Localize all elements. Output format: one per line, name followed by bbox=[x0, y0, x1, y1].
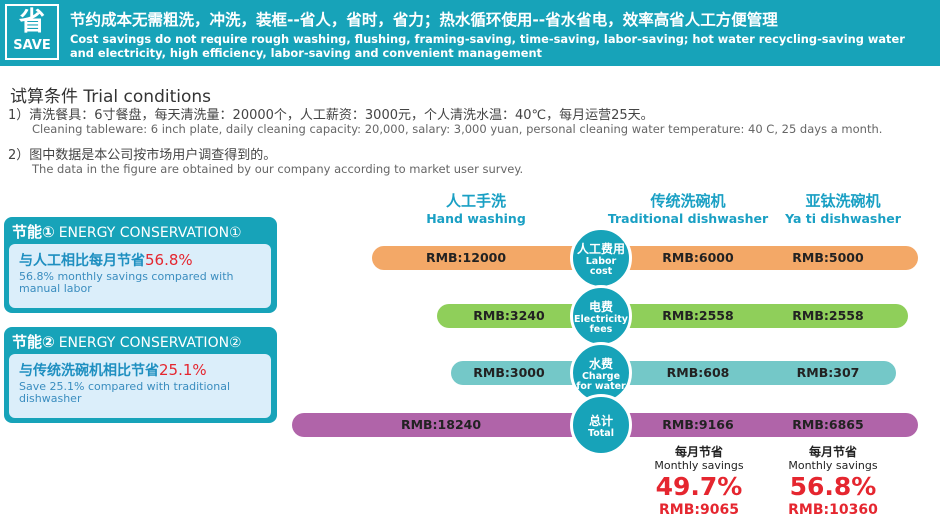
row-label-circle: 电费 Electricity fees bbox=[570, 285, 632, 347]
savings-en: Monthly savings bbox=[788, 459, 878, 472]
savings-en: Monthly savings bbox=[654, 459, 744, 472]
panel-desc: 56.8% monthly savings compared with manu… bbox=[19, 270, 234, 295]
monthly-savings: 每月节省 Monthly savings 56.8% RMB:10360 bbox=[763, 443, 903, 518]
column-en: Hand washing bbox=[426, 211, 526, 226]
row-label-circle: 水费 Charge for water bbox=[570, 342, 632, 404]
row-value: RMB:6865 bbox=[792, 417, 864, 432]
icon-label: SAVE bbox=[13, 38, 51, 53]
row-value: RMB:307 bbox=[796, 365, 860, 380]
panel: 节能① ENERGY CONSERVATION① 与人工相比每月节省56.8% 56.… bbox=[4, 217, 277, 313]
panel-body: 与人工相比每月节省56.8% 56.8% monthly savings comp… bbox=[9, 244, 271, 308]
panel-main: 与人工相比每月节省56.8% bbox=[19, 250, 193, 270]
panel-heading: 节能② ENERGY CONSERVATION② bbox=[12, 331, 242, 352]
row-value: RMB:3240 bbox=[473, 308, 545, 323]
panel-heading: 节能① ENERGY CONSERVATION① bbox=[12, 221, 242, 242]
row-bar bbox=[372, 246, 918, 270]
row-bar bbox=[437, 304, 908, 328]
column-header: 传统洗碗机 Traditional dishwasher bbox=[588, 190, 788, 226]
row-value: RMB:6000 bbox=[662, 250, 734, 265]
panel-heading-zh: 节能② bbox=[12, 333, 55, 351]
savings-amount: RMB:9065 bbox=[659, 502, 739, 518]
icon-char: 省 bbox=[18, 7, 45, 37]
monthly-savings: 每月节省 Monthly savings 49.7% RMB:9065 bbox=[629, 443, 769, 518]
row-value: RMB:12000 bbox=[425, 250, 507, 265]
panel: 节能② ENERGY CONSERVATION② 与传统洗碗机相比节省25.1% Sa… bbox=[4, 327, 277, 423]
header-band: 省 SAVE 节约成本无需粗洗，冲洗，装框--省人，省时，省力；热水循环使用--… bbox=[0, 0, 940, 66]
panel-main-pct: 25.1% bbox=[159, 361, 207, 379]
conditions-title: 试算条件 Trial conditions bbox=[10, 87, 212, 107]
savings-zh: 每月节省 bbox=[808, 445, 857, 459]
row-label-en: Electricity fees bbox=[574, 313, 628, 335]
condition-zh: 1）清洗餐具：6寸餐盘，每天清洗量：20000个，人工薪资：3000元，个人清洗… bbox=[8, 108, 654, 123]
row-value: RMB:3000 bbox=[473, 365, 545, 380]
row-bar bbox=[451, 361, 896, 385]
column-zh: 传统洗碗机 bbox=[650, 192, 726, 210]
panel-main-zh: 与人工相比每月节省 bbox=[19, 253, 145, 269]
row-label-zh: 人工费用 bbox=[576, 241, 625, 256]
condition-en: Cleaning tableware: 6 inch plate, daily … bbox=[32, 122, 883, 136]
row-value: RMB:9166 bbox=[662, 417, 734, 432]
column-header: 人工手洗 Hand washing bbox=[376, 190, 576, 226]
condition-zh: 2）图中数据是本公司按市场用户调查得到的。 bbox=[8, 148, 277, 163]
savings-zh: 每月节省 bbox=[674, 445, 723, 459]
savings-amount: RMB:10360 bbox=[788, 502, 878, 518]
panel-heading-en: ENERGY CONSERVATION① bbox=[58, 225, 242, 241]
column-header: 亚钛洗碗机 Ya ti dishwasher bbox=[743, 190, 940, 226]
column-en: Traditional dishwasher bbox=[607, 211, 769, 226]
row-label-zh: 水费 bbox=[588, 356, 613, 371]
panel-body: 与传统洗碗机相比节省25.1% Save 25.1% compared with … bbox=[9, 354, 271, 418]
panel-main-pct: 56.8% bbox=[145, 251, 193, 269]
row-value: RMB:2558 bbox=[792, 308, 864, 323]
row-label-zh: 总计 bbox=[588, 413, 613, 428]
row-value: RMB:5000 bbox=[792, 250, 864, 265]
row-label-circle: 人工费用 Labor cost bbox=[570, 227, 632, 289]
panel-heading-zh: 节能① bbox=[12, 223, 55, 241]
panel-desc: Save 25.1% compared with traditional dis… bbox=[19, 380, 230, 405]
savings-percent: 56.8% bbox=[789, 472, 877, 501]
row-label-en: Charge for water bbox=[576, 370, 626, 392]
row-label-zh: 电费 bbox=[588, 299, 613, 314]
row-value: RMB:608 bbox=[666, 365, 730, 380]
save-icon: 省 SAVE bbox=[5, 4, 59, 60]
header-subtitle: Cost savings do not require rough washin… bbox=[70, 32, 905, 60]
row-value: RMB:2558 bbox=[662, 308, 734, 323]
row-value: RMB:18240 bbox=[400, 417, 482, 432]
panel-main: 与传统洗碗机相比节省25.1% bbox=[19, 360, 207, 380]
column-en: Ya ti dishwasher bbox=[785, 211, 901, 226]
row-label-en: Total bbox=[588, 427, 614, 439]
row-label-en: Labor cost bbox=[585, 255, 617, 277]
row-label-circle: 总计 Total bbox=[570, 394, 632, 456]
header-title: 节约成本无需粗洗，冲洗，装框--省人，省时，省力；热水循环使用--省水省电，效率… bbox=[70, 11, 778, 29]
savings-percent: 49.7% bbox=[655, 472, 743, 501]
panel-heading-en: ENERGY CONSERVATION② bbox=[58, 335, 242, 351]
column-zh: 亚钛洗碗机 bbox=[805, 192, 881, 210]
column-zh: 人工手洗 bbox=[445, 192, 506, 210]
panel-main-zh: 与传统洗碗机相比节省 bbox=[19, 363, 159, 379]
condition-en: The data in the figure are obtained by o… bbox=[32, 162, 524, 176]
